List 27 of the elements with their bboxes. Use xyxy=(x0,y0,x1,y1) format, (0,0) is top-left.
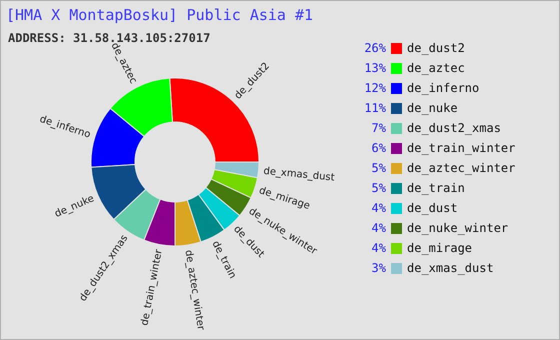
data-label: 6% xyxy=(372,141,387,155)
legend-label: de_dust2_xmas xyxy=(407,121,501,135)
data-label: 5% xyxy=(372,161,387,175)
data-label: 4% xyxy=(372,241,387,255)
legend-label: de_train_winter xyxy=(407,141,516,155)
data-label: 5% xyxy=(372,181,387,195)
data-label: 4% xyxy=(372,201,387,215)
legend-label: de_aztec xyxy=(407,61,465,75)
data-label: 12% xyxy=(364,81,387,95)
legend-label: de_nuke_winter xyxy=(407,221,508,235)
legend-label: de_dust2 xyxy=(407,41,465,55)
legend-label: de_inferno xyxy=(407,81,480,95)
legend-label: de_xmas_dust xyxy=(407,261,494,275)
data-label: 3% xyxy=(372,261,387,275)
legend-label: de_train xyxy=(407,181,465,195)
data-label: 7% xyxy=(372,121,387,135)
chart-title: [HMA X MontapBosku] Public Asia #1 xyxy=(6,6,314,24)
legend-label: de_aztec_winter xyxy=(407,161,516,175)
legend-label: de_dust xyxy=(407,201,458,215)
slice-label: de_xmas_dust xyxy=(262,166,336,184)
legend-label: de_mirage xyxy=(407,241,472,255)
legend-label: de_nuke xyxy=(407,101,458,115)
chart-subtitle: ADDRESS: 31.58.143.105:27017 xyxy=(8,31,210,45)
data-label: 26% xyxy=(364,41,387,55)
data-label: 13% xyxy=(364,61,387,75)
data-label: 4% xyxy=(372,221,387,235)
data-label: 11% xyxy=(364,101,387,115)
